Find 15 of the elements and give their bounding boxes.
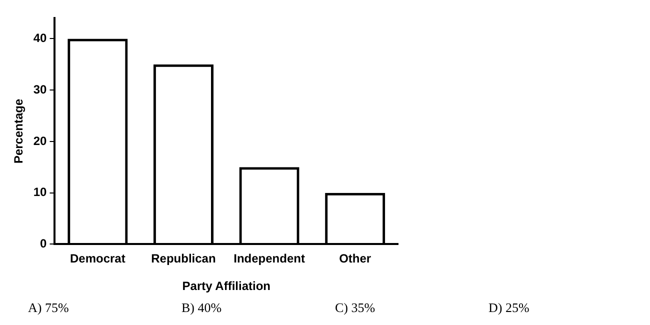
y-tick-label: 40 (33, 31, 48, 46)
text: B) 40% (182, 300, 223, 316)
y-tick-label: 0 (40, 236, 48, 251)
x-tick-label: Republican (151, 252, 216, 266)
x-tick-label: Independent (234, 252, 305, 266)
text: C) 35% (335, 300, 376, 316)
text: D) 25% (488, 300, 530, 316)
y-axis-title: Percentage (12, 98, 26, 164)
text: A) 75% (27, 300, 70, 316)
y-tick-label: 20 (33, 134, 48, 148)
x-axis-title: Party Affiliation (182, 279, 270, 294)
y-tick-label: 10 (33, 185, 48, 200)
x-tick-label: Democrat (70, 252, 126, 266)
x-tick-label: Other (339, 252, 372, 266)
y-tick-label: 30 (33, 82, 48, 96)
